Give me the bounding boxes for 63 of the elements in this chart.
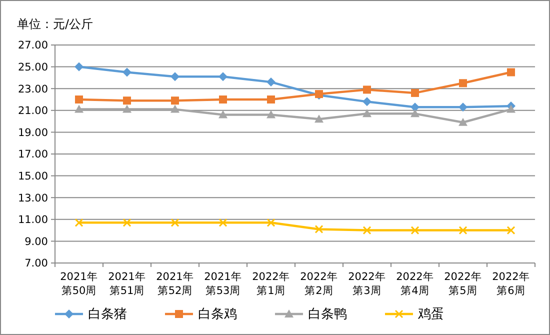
x-tick-label: 2021年第52周	[156, 271, 194, 297]
point	[218, 110, 228, 118]
point	[458, 118, 468, 126]
point	[170, 72, 180, 82]
point	[267, 96, 275, 104]
point	[266, 218, 276, 227]
y-tick-label: 21.00	[18, 105, 48, 118]
point	[411, 88, 419, 97]
x-tick-label: 2022年第3周	[348, 271, 386, 297]
x-tick-label: 2022年第5周	[444, 271, 482, 297]
point	[74, 218, 84, 227]
point	[410, 109, 420, 118]
x-tick-label: 2022年第1周	[252, 271, 290, 297]
legend-label: 白条鸡	[198, 307, 237, 322]
point	[410, 102, 420, 112]
point	[170, 218, 180, 227]
x-tick-label: 2021年第51周	[108, 271, 146, 297]
point	[506, 104, 516, 113]
point	[314, 114, 324, 123]
point	[266, 78, 276, 87]
point	[218, 218, 228, 227]
point	[219, 96, 227, 104]
point	[458, 226, 468, 235]
y-tick-label: 19.00	[18, 126, 48, 139]
point	[218, 72, 228, 82]
y-tick-label: 7.00	[24, 258, 48, 270]
point	[506, 226, 516, 235]
point	[363, 86, 371, 94]
point	[362, 97, 372, 106]
legend-label: 白条猪	[88, 307, 127, 322]
point	[410, 226, 420, 235]
point	[123, 96, 131, 105]
y-tick-label: 15.00	[18, 170, 48, 182]
point	[74, 62, 84, 72]
y-tick-label: 13.00	[18, 192, 48, 204]
point	[170, 104, 180, 113]
point	[458, 102, 468, 112]
point	[122, 104, 132, 113]
y-tick-label: 27.00	[18, 40, 48, 52]
point	[459, 79, 467, 88]
point	[171, 96, 179, 105]
y-tick-label: 11.00	[18, 214, 48, 226]
point	[122, 218, 132, 227]
point	[122, 68, 132, 77]
x-tick-label: 2021年第50周	[60, 271, 98, 297]
point	[314, 224, 324, 234]
point	[362, 226, 372, 235]
x-tick-label: 2021年第53周	[204, 271, 242, 297]
y-tick-label: 17.00	[18, 148, 48, 161]
point	[362, 109, 372, 118]
x-tick-label: 2022年第4周	[396, 271, 434, 297]
legend-label: 白条鸭	[308, 307, 347, 322]
point	[266, 110, 276, 118]
point	[507, 68, 515, 76]
x-tick-label: 2022年第6周	[492, 271, 530, 297]
legend-label: 鸡蛋	[417, 307, 444, 322]
y-tick-label: 25.00	[18, 61, 48, 74]
chart-title: 单位：元/公斤	[17, 17, 94, 31]
y-tick-label: 23.00	[18, 83, 48, 96]
x-tick-label: 2022年第2周	[300, 271, 338, 297]
y-tick-label: 9.00	[24, 236, 48, 248]
point	[74, 104, 84, 113]
point	[75, 96, 83, 104]
